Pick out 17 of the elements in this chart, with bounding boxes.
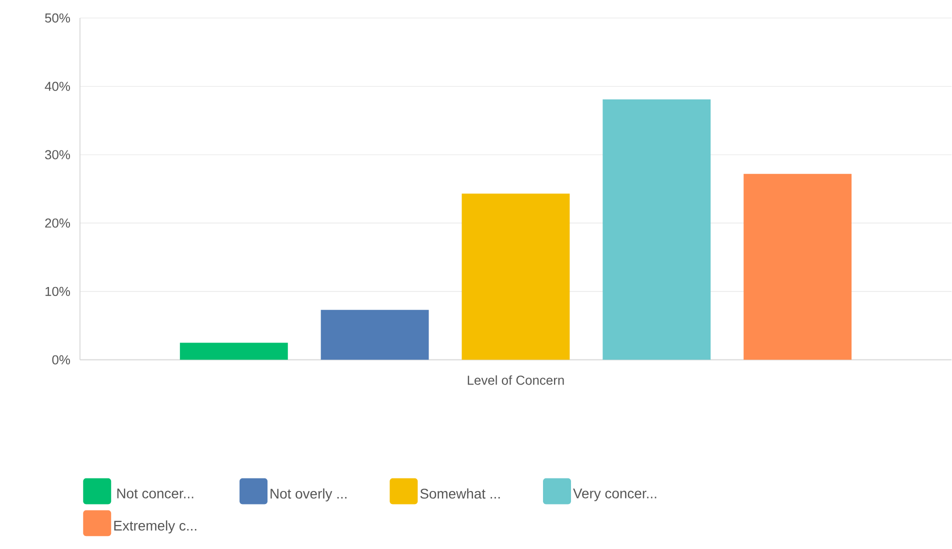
legend-label: Somewhat ... [420, 488, 500, 499]
bar [744, 174, 852, 360]
y-tick-label: 20% [45, 218, 70, 228]
legend-label: Very concer... [573, 488, 656, 502]
y-tick-label: 10% [46, 287, 70, 296]
bar [180, 342, 288, 360]
bar [602, 99, 711, 360]
bar [320, 310, 429, 360]
x-tick-label: Level of Concern [468, 375, 564, 385]
legend-label: Not overly ... [270, 488, 346, 502]
legend-label: Extremely c... [114, 520, 196, 534]
y-tick-label: 50% [45, 14, 70, 23]
bar [462, 194, 570, 360]
y-tick-label: 30% [45, 150, 70, 160]
y-tick-label: 40% [44, 82, 70, 92]
legend-label: Not concer... [117, 488, 194, 499]
y-tick-label: 0% [52, 355, 70, 365]
